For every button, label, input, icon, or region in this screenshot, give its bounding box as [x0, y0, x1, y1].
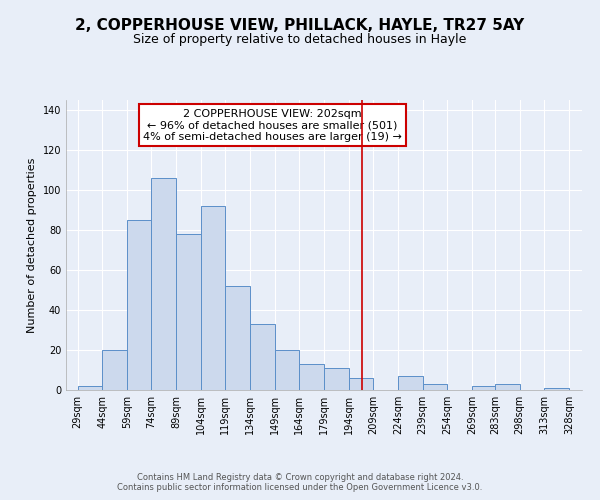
Bar [77, 386, 102, 390]
Text: Size of property relative to detached houses in Hayle: Size of property relative to detached ho… [133, 32, 467, 46]
Bar [151, 178, 176, 390]
Bar [299, 364, 324, 390]
Text: 2 COPPERHOUSE VIEW: 202sqm
← 96% of detached houses are smaller (501)
4% of semi: 2 COPPERHOUSE VIEW: 202sqm ← 96% of deta… [143, 108, 402, 142]
Bar [250, 324, 275, 390]
Text: Contains HM Land Registry data © Crown copyright and database right 2024.
Contai: Contains HM Land Registry data © Crown c… [118, 473, 482, 492]
Bar [495, 384, 520, 390]
Text: 2, COPPERHOUSE VIEW, PHILLACK, HAYLE, TR27 5AY: 2, COPPERHOUSE VIEW, PHILLACK, HAYLE, TR… [76, 18, 524, 32]
Bar [398, 376, 422, 390]
Bar [201, 206, 226, 390]
Y-axis label: Number of detached properties: Number of detached properties [27, 158, 37, 332]
Bar [176, 234, 201, 390]
Bar [422, 384, 447, 390]
Bar [102, 350, 127, 390]
Bar [544, 388, 569, 390]
Bar [226, 286, 250, 390]
Bar [324, 368, 349, 390]
Bar [127, 220, 151, 390]
Bar [349, 378, 373, 390]
Bar [472, 386, 497, 390]
Bar [275, 350, 299, 390]
